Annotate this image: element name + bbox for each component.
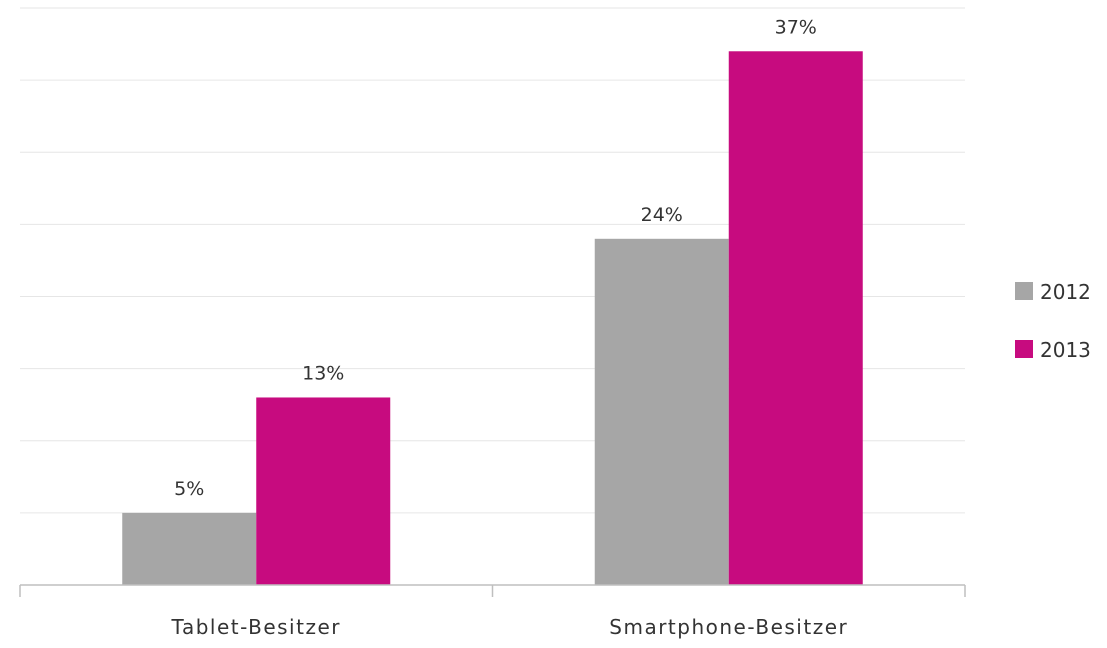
legend: 2012 2013	[1015, 280, 1091, 362]
bar-2012-smartphone-besitzer	[594, 238, 729, 586]
bars	[122, 51, 863, 586]
bar-2013-tablet-besitzer	[256, 397, 391, 585]
legend-swatch-2013	[1015, 340, 1033, 358]
bar-2013-smartphone-besitzer	[728, 51, 863, 585]
data-label: 24%	[641, 204, 683, 226]
gridlines	[20, 7, 965, 514]
bar-2012-tablet-besitzer	[122, 512, 257, 585]
x-tick-label: Smartphone-Besitzer	[609, 615, 848, 639]
legend-swatch-2012	[1015, 282, 1033, 300]
data-labels: 5% 13% 24% 37%	[174, 16, 817, 500]
legend-label-2013: 2013	[1040, 338, 1091, 362]
data-label: 13%	[302, 362, 344, 384]
data-label: 5%	[174, 478, 204, 500]
data-label: 37%	[775, 16, 817, 38]
x-tick-label: Tablet-Besitzer	[171, 615, 341, 639]
legend-label-2012: 2012	[1040, 280, 1091, 304]
x-axis: Tablet-Besitzer Smartphone-Besitzer	[19, 584, 966, 639]
